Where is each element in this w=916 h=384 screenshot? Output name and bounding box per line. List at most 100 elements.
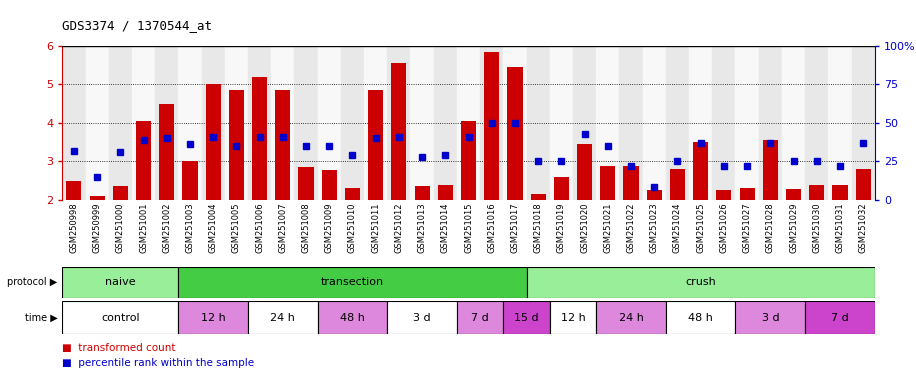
Bar xyxy=(90,196,104,200)
Bar xyxy=(345,188,360,200)
Bar xyxy=(364,46,387,200)
Bar xyxy=(550,301,596,334)
Bar xyxy=(155,46,179,200)
Text: 48 h: 48 h xyxy=(340,313,365,323)
Bar xyxy=(410,46,433,200)
Bar xyxy=(530,194,546,200)
Bar xyxy=(318,46,341,200)
Text: 3 d: 3 d xyxy=(413,313,431,323)
Bar xyxy=(736,301,805,334)
Text: 15 d: 15 d xyxy=(514,313,539,323)
Bar xyxy=(252,77,267,200)
Bar xyxy=(758,46,782,200)
Text: 7 d: 7 d xyxy=(831,313,849,323)
Bar xyxy=(433,46,457,200)
Bar xyxy=(318,301,387,334)
Bar xyxy=(179,46,202,200)
Bar xyxy=(229,90,244,200)
Bar xyxy=(322,170,337,200)
Text: time ▶: time ▶ xyxy=(25,313,58,323)
Bar xyxy=(573,46,596,200)
Bar xyxy=(62,301,179,334)
Bar xyxy=(205,84,221,200)
Bar xyxy=(554,177,569,200)
Bar xyxy=(805,301,875,334)
Bar xyxy=(480,46,504,200)
Bar xyxy=(643,46,666,200)
Bar xyxy=(85,46,109,200)
Bar xyxy=(852,46,875,200)
Bar xyxy=(485,52,499,200)
Bar xyxy=(670,169,685,200)
Text: 12 h: 12 h xyxy=(561,313,585,323)
Bar xyxy=(62,267,179,298)
Text: 7 d: 7 d xyxy=(471,313,489,323)
Bar xyxy=(716,190,732,200)
Bar xyxy=(368,90,383,200)
Bar xyxy=(596,301,666,334)
Bar xyxy=(202,46,224,200)
Bar xyxy=(299,167,313,200)
Bar xyxy=(550,46,573,200)
Bar xyxy=(224,46,248,200)
Text: GDS3374 / 1370544_at: GDS3374 / 1370544_at xyxy=(62,19,213,32)
Bar xyxy=(763,140,778,200)
Bar xyxy=(461,121,476,200)
Text: 24 h: 24 h xyxy=(618,313,643,323)
Bar xyxy=(457,301,504,334)
Bar xyxy=(136,121,151,200)
Bar xyxy=(856,169,871,200)
Text: 24 h: 24 h xyxy=(270,313,295,323)
Text: control: control xyxy=(101,313,139,323)
Bar xyxy=(248,46,271,200)
Bar xyxy=(159,104,174,200)
Text: 12 h: 12 h xyxy=(201,313,225,323)
Text: 3 d: 3 d xyxy=(761,313,780,323)
Bar xyxy=(666,46,689,200)
Bar xyxy=(786,189,802,200)
Bar xyxy=(438,185,453,200)
Text: naive: naive xyxy=(105,277,136,287)
Bar xyxy=(179,301,248,334)
Bar xyxy=(248,301,318,334)
Bar xyxy=(647,190,661,200)
Bar xyxy=(109,46,132,200)
Bar xyxy=(828,46,852,200)
Bar xyxy=(600,166,616,200)
Text: 48 h: 48 h xyxy=(688,313,714,323)
Bar xyxy=(182,161,198,200)
Bar xyxy=(689,46,713,200)
Bar xyxy=(387,301,457,334)
Bar xyxy=(294,46,318,200)
Bar xyxy=(132,46,155,200)
Bar xyxy=(391,63,407,200)
Bar xyxy=(276,90,290,200)
Bar xyxy=(736,46,758,200)
Bar xyxy=(666,301,736,334)
Bar xyxy=(387,46,410,200)
Bar xyxy=(271,46,294,200)
Bar xyxy=(619,46,643,200)
Bar xyxy=(577,144,592,200)
Bar xyxy=(833,185,847,200)
Bar xyxy=(113,186,128,200)
Bar xyxy=(596,46,619,200)
Bar xyxy=(739,188,755,200)
Bar xyxy=(504,46,527,200)
Bar xyxy=(782,46,805,200)
Bar xyxy=(527,46,550,200)
Bar xyxy=(527,267,875,298)
Bar xyxy=(809,185,824,200)
Bar xyxy=(504,301,550,334)
Text: protocol ▶: protocol ▶ xyxy=(7,277,58,287)
Bar xyxy=(62,46,85,200)
Bar xyxy=(415,186,430,200)
Bar xyxy=(624,166,638,200)
Text: ■  transformed count: ■ transformed count xyxy=(62,343,176,353)
Bar xyxy=(805,46,828,200)
Bar xyxy=(713,46,736,200)
Bar xyxy=(507,67,522,200)
Text: crush: crush xyxy=(685,277,716,287)
Bar xyxy=(66,181,82,200)
Bar xyxy=(179,267,527,298)
